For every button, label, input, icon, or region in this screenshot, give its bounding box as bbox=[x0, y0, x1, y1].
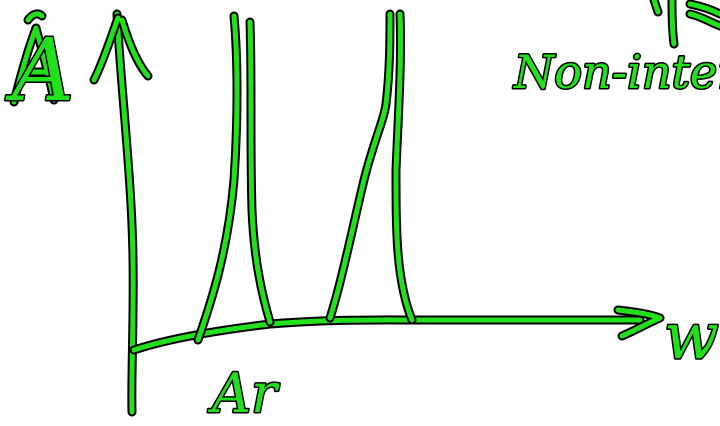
peak-2-left-outline bbox=[325, 9, 395, 323]
peak-1-right bbox=[247, 19, 273, 325]
y-axis-line bbox=[114, 11, 136, 415]
peak-1-left bbox=[195, 13, 240, 343]
non-interacting-label: Non-interacting bbox=[513, 45, 720, 99]
peak-1-left-outline bbox=[193, 11, 242, 345]
arrow-up-icon bbox=[91, 15, 151, 83]
peak-2-left bbox=[327, 11, 393, 321]
peak-2-right bbox=[393, 11, 415, 323]
y-axis-label: A bbox=[5, 21, 74, 121]
arrow-right-icon bbox=[615, 307, 663, 339]
ar-label: Ar bbox=[207, 362, 280, 425]
label-a-stroke bbox=[11, 11, 57, 105]
x-axis-label: w bbox=[664, 300, 719, 374]
top-right-mark bbox=[651, 0, 720, 47]
